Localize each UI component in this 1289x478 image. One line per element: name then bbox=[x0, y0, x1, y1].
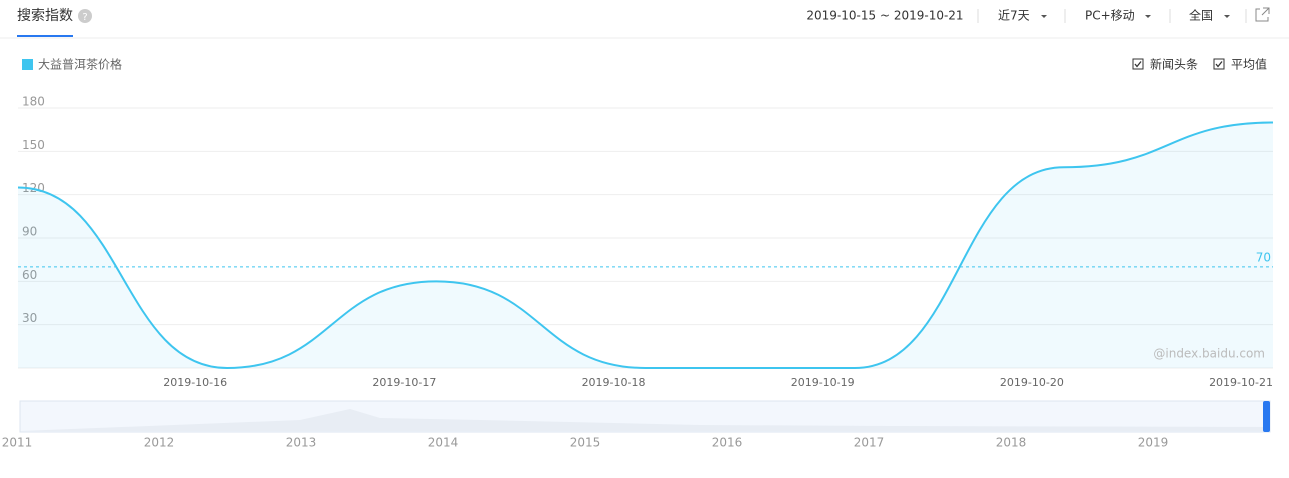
device-select[interactable]: PC+移动 bbox=[1085, 9, 1135, 23]
date-range[interactable]: 2019-10-15 ~ 2019-10-21 bbox=[806, 9, 963, 23]
timeline-year: 2019 bbox=[1138, 436, 1169, 450]
help-mark: ? bbox=[82, 12, 87, 23]
timeline-year: 2017 bbox=[854, 436, 885, 450]
dropdown-arrow bbox=[1145, 15, 1151, 18]
timeline-year: 2014 bbox=[428, 436, 459, 450]
tab-underline bbox=[17, 35, 73, 37]
timeline-year: 2012 bbox=[144, 436, 175, 450]
region-select[interactable]: 全国 bbox=[1189, 8, 1213, 23]
x-tick-label: 2019-10-21 bbox=[1209, 376, 1273, 389]
x-tick-label: 2019-10-16 bbox=[163, 376, 227, 389]
timeline-year: 2018 bbox=[996, 436, 1027, 450]
timeline-year: 2015 bbox=[570, 436, 601, 450]
share-icon[interactable] bbox=[1255, 7, 1270, 22]
y-tick-label: 90 bbox=[22, 225, 37, 239]
help-icon[interactable] bbox=[78, 9, 92, 23]
x-tick-label: 2019-10-18 bbox=[582, 376, 646, 389]
slider-handle[interactable] bbox=[1263, 401, 1270, 432]
average-label: 70 bbox=[1256, 250, 1271, 264]
x-tick-label: 2019-10-17 bbox=[372, 376, 436, 389]
y-tick-label: 60 bbox=[22, 268, 37, 282]
timeline-year: 2013 bbox=[286, 436, 317, 450]
y-tick-label: 150 bbox=[22, 138, 45, 152]
timeline-year: 2016 bbox=[712, 436, 743, 450]
checkmark bbox=[1215, 61, 1223, 68]
dropdown-arrow bbox=[1224, 15, 1230, 18]
checkbox[interactable] bbox=[1132, 58, 1144, 70]
y-tick-label: 30 bbox=[22, 311, 37, 325]
period-select[interactable]: 近7天 bbox=[998, 9, 1030, 23]
legend-swatch bbox=[22, 59, 33, 70]
area bbox=[18, 122, 1273, 368]
checkmark bbox=[1134, 61, 1142, 68]
checkbox-label[interactable]: 平均值 bbox=[1231, 57, 1267, 72]
checkbox-label[interactable]: 新闻头条 bbox=[1150, 57, 1198, 72]
dropdown-arrow bbox=[1041, 15, 1047, 18]
line bbox=[17, 121, 1274, 370]
x-tick-label: 2019-10-19 bbox=[791, 376, 855, 389]
x-tick-label: 2019-10-20 bbox=[1000, 376, 1064, 389]
tab-title[interactable]: 搜索指数 bbox=[17, 7, 73, 24]
y-tick-label: 180 bbox=[22, 95, 45, 109]
legend-label[interactable]: 大益普洱茶价格 bbox=[38, 57, 122, 72]
timeline-year: 2011 bbox=[2, 436, 33, 450]
checkbox[interactable] bbox=[1213, 58, 1225, 70]
watermark: @index.baidu.com bbox=[1153, 347, 1265, 361]
timeline-sparkline bbox=[21, 409, 1269, 431]
